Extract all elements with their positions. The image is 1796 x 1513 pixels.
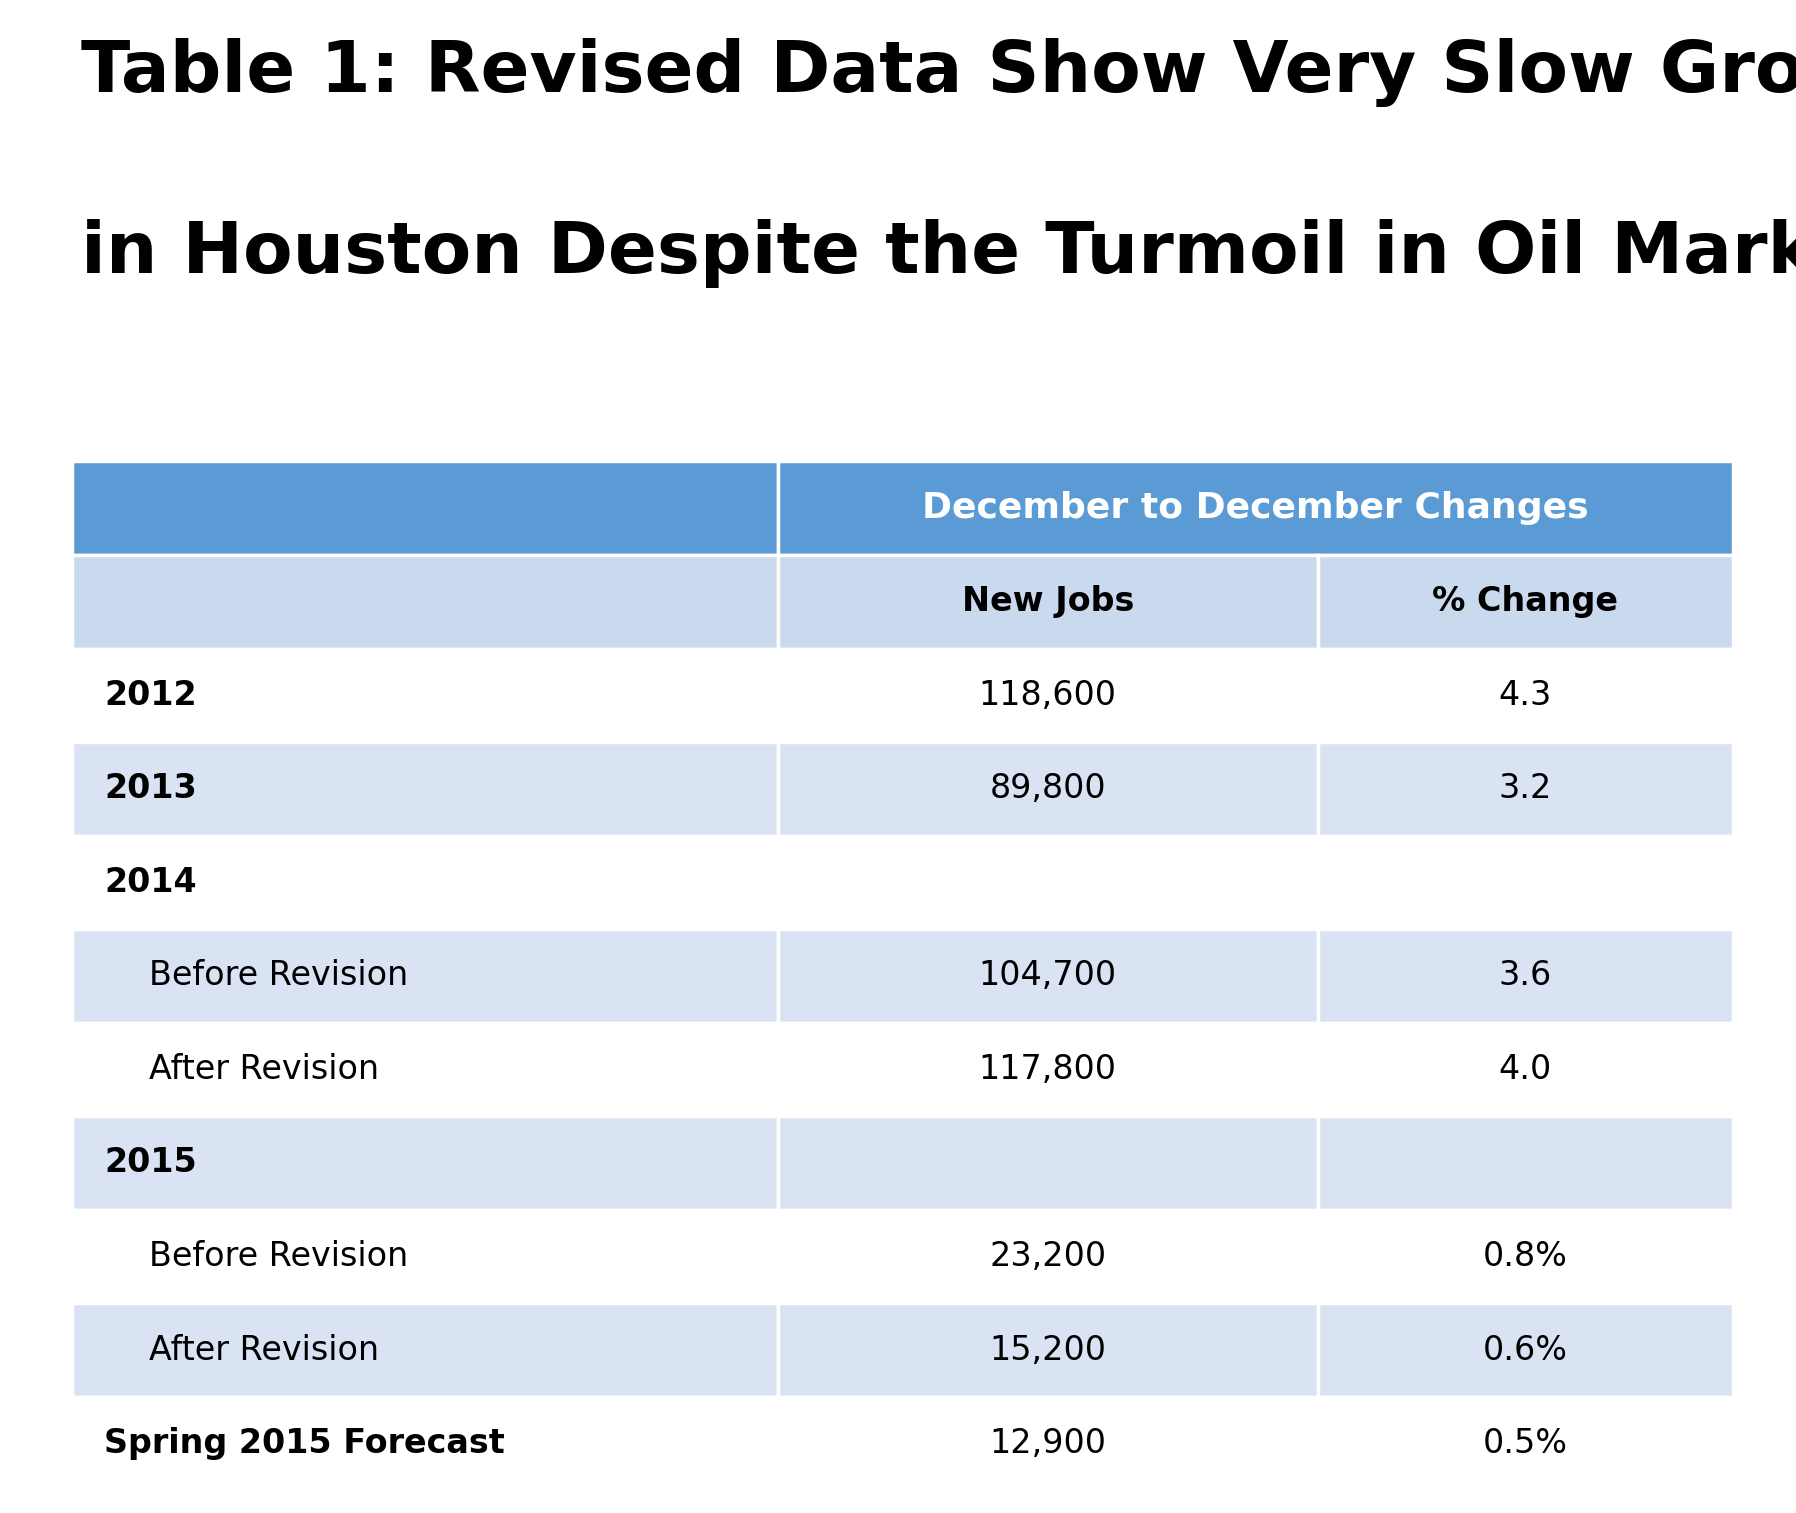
Text: Before Revision: Before Revision — [149, 959, 408, 993]
Text: 3.2: 3.2 — [1500, 772, 1552, 805]
Bar — [72, 1303, 778, 1396]
Text: 118,600: 118,600 — [979, 679, 1117, 711]
Text: December to December Changes: December to December Changes — [921, 492, 1589, 525]
Bar — [778, 835, 1318, 929]
Bar — [778, 1210, 1318, 1303]
Bar — [72, 1117, 778, 1210]
Bar — [72, 1210, 778, 1303]
Text: % Change: % Change — [1433, 586, 1618, 619]
Bar — [72, 649, 778, 741]
Text: 0.5%: 0.5% — [1483, 1427, 1568, 1460]
Bar — [72, 835, 778, 929]
Bar — [72, 929, 778, 1023]
Text: 15,200: 15,200 — [990, 1333, 1106, 1366]
Text: 2012: 2012 — [104, 679, 198, 711]
Text: 117,800: 117,800 — [979, 1053, 1117, 1086]
Text: 12,900: 12,900 — [990, 1427, 1106, 1460]
Text: Before Revision: Before Revision — [149, 1241, 408, 1272]
Bar — [778, 649, 1318, 741]
Text: in Houston Despite the Turmoil in Oil Markets: in Houston Despite the Turmoil in Oil Ma… — [81, 219, 1796, 289]
Text: 4.0: 4.0 — [1500, 1053, 1552, 1086]
Bar — [778, 1396, 1318, 1490]
Text: 2014: 2014 — [104, 865, 198, 899]
Text: Spring 2015 Forecast: Spring 2015 Forecast — [104, 1427, 505, 1460]
Bar — [72, 1396, 778, 1490]
Bar — [72, 461, 778, 555]
Bar — [1318, 1023, 1733, 1117]
Bar — [778, 555, 1318, 649]
Text: 3.6: 3.6 — [1500, 959, 1552, 993]
Bar — [72, 741, 778, 835]
Bar — [1318, 1303, 1733, 1396]
Text: 23,200: 23,200 — [990, 1241, 1106, 1272]
Bar — [778, 1117, 1318, 1210]
Bar — [1318, 649, 1733, 741]
Bar — [778, 929, 1318, 1023]
Text: 2013: 2013 — [104, 772, 198, 805]
Bar — [1318, 1117, 1733, 1210]
Text: 4.3: 4.3 — [1500, 679, 1552, 711]
Text: New Jobs: New Jobs — [961, 586, 1133, 619]
Bar — [778, 741, 1318, 835]
Bar — [72, 555, 778, 649]
Text: After Revision: After Revision — [149, 1053, 379, 1086]
Text: 104,700: 104,700 — [979, 959, 1117, 993]
Bar — [1318, 555, 1733, 649]
Text: Table 1: Revised Data Show Very Slow Growth: Table 1: Revised Data Show Very Slow Gro… — [81, 38, 1796, 107]
Text: After Revision: After Revision — [149, 1333, 379, 1366]
Bar — [778, 1303, 1318, 1396]
Text: 89,800: 89,800 — [990, 772, 1106, 805]
Bar — [1318, 929, 1733, 1023]
Text: 0.8%: 0.8% — [1483, 1241, 1568, 1272]
Bar — [1318, 1210, 1733, 1303]
Bar — [778, 461, 1733, 555]
Bar — [1318, 741, 1733, 835]
Bar — [1318, 1396, 1733, 1490]
Text: 2015: 2015 — [104, 1147, 198, 1180]
Bar — [72, 1023, 778, 1117]
Bar — [778, 1023, 1318, 1117]
Text: 0.6%: 0.6% — [1483, 1333, 1568, 1366]
Bar — [1318, 835, 1733, 929]
